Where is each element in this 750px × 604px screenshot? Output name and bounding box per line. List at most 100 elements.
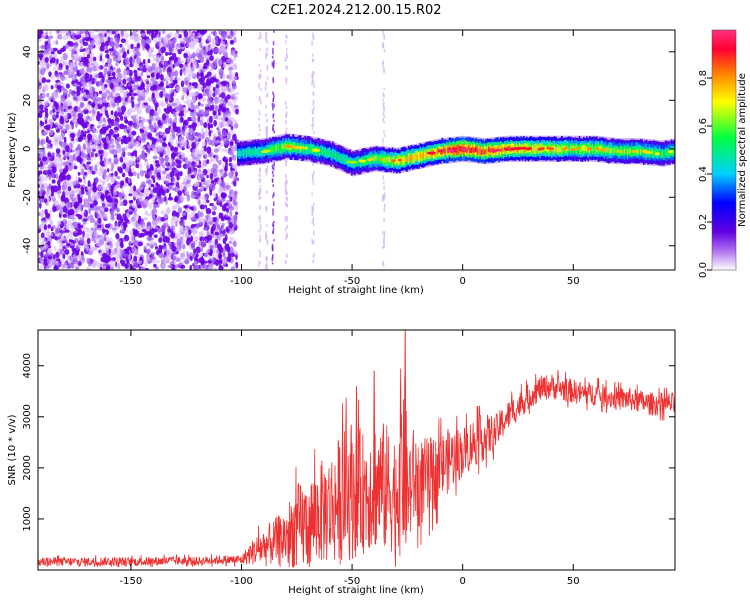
heatmap-noise-cell [112,195,115,203]
heatmap-noise-cell [221,106,227,113]
heatmap-noise-cell [104,107,109,111]
heatmap-noise-cell [87,233,90,238]
heatmap-noise-cell [44,177,48,181]
heatmap-noise-cell [220,31,225,38]
heatmap-streak-cell [285,187,287,190]
heatmap-streak-cell [259,128,261,132]
heatmap-noise-cell [69,156,73,160]
heatmap-streak-cell [259,97,261,100]
heatmap-noise-cell [176,257,181,262]
heatmap-noise-cell [80,190,85,195]
heatmap-noise-cell [218,68,224,76]
heatmap-noise-cell [110,212,115,220]
heatmap-noise-cell [60,259,65,263]
heatmap-noise-cell [155,62,159,66]
heatmap-streak-cell [286,216,289,221]
heatmap-noise-cell [160,46,166,54]
heatmap-noise-cell [165,75,170,82]
heatmap-noise-cell [172,52,177,59]
heatmap-streak-cell [258,215,260,220]
heatmap-streak-cell [266,76,269,81]
heatmap-noise-cell [171,176,176,182]
heatmap-noise-cell [170,145,174,151]
heatmap-streak-cell [258,85,260,89]
heatmap-noise-cell [97,138,101,145]
heatmap-streak-cell [266,52,269,56]
heatmap-noise-cell [124,118,129,124]
heatmap-noise-cell [87,133,92,141]
heatmap-streak-cell [260,196,262,199]
heatmap-noise-cell [229,56,232,60]
heatmap-noise-cell [148,171,153,177]
heatmap-noise-cell [172,254,177,261]
heatmap-noise-cell [153,234,158,238]
heatmap-noise-cell [89,247,95,253]
heatmap-streak-cell [312,91,314,95]
heatmap-noise-cell [95,176,99,184]
heatmap-streak-cell [382,175,384,180]
heatmap-noise-cell [62,181,68,188]
heatmap-noise-cell [128,177,131,184]
heatmap-noise-cell [62,213,68,218]
heatmap-noise-cell [193,183,198,187]
heatmap-noise-cell [115,69,122,74]
heatmap-noise-cell [148,202,153,209]
heatmap-noise-cell [144,131,148,136]
heatmap-streak-cell [258,123,261,128]
heatmap-noise-cell [152,155,158,160]
heatmap-noise-cell [85,138,88,144]
heatmap-noise-cell [104,40,110,47]
heatmap-noise-cell [212,112,216,116]
heatmap-noise-cell [68,32,71,40]
heatmap-noise-cell [179,222,183,227]
heatmap-noise-cell [231,147,236,154]
heatmap-streak-cell [265,94,268,98]
heatmap-noise-cell [171,76,176,81]
heatmap-noise-cell [232,97,237,104]
heatmap-noise-cell [184,207,191,214]
heatmap-noise-cell [48,35,54,39]
heatmap-noise-cell [137,51,141,57]
heatmap-streak-cell [286,191,288,196]
heatmap-noise-cell [39,100,44,106]
heatmap-noise-cell [202,200,207,205]
heatmap-noise-cell [91,193,95,200]
heatmap-noise-cell [160,102,166,108]
heatmap-noise-cell [232,84,237,90]
heatmap-noise-cell [206,50,211,56]
heatmap-noise-cell [80,151,84,157]
heatmap-noise-cell [190,243,196,251]
heatmap-noise-cell [149,136,155,141]
heatmap-streak-cell [312,219,314,224]
heatmap-noise-cell [230,72,235,80]
heatmap-noise-cell [39,202,42,209]
heatmap-noise-cell [113,159,119,165]
heatmap-noise-cell [225,52,228,59]
heatmap-noise-cell [203,51,208,55]
heatmap-noise-cell [183,226,189,234]
heatmap-streak-cell [285,236,287,241]
heatmap-noise-cell [214,30,217,38]
heatmap-streak-cell [259,219,261,224]
heatmap-noise-cell [59,208,64,215]
heatmap-noise-cell [72,73,76,78]
heatmap-noise-cell [183,52,188,59]
heatmap-noise-cell [199,236,203,241]
heatmap-noise-cell [214,58,218,66]
heatmap-noise-cell [43,52,49,58]
heatmap-noise-cell [84,130,87,134]
heatmap-noise-cell [162,149,167,156]
heatmap-streak-cell [260,74,262,78]
heatmap-streak-cell [265,235,267,240]
heatmap-noise-cell [116,101,119,107]
heatmap-noise-cell [183,260,190,264]
heatmap-noise-cell [200,84,204,91]
heatmap-noise-cell [81,259,85,265]
heatmap-streak-cell [264,86,267,91]
heatmap-noise-cell [87,142,90,147]
heatmap-noise-cell [131,100,135,109]
heatmap-noise-cell [230,105,235,109]
heatmap-streak-cell [258,168,261,173]
heatmap-streak-cell [272,222,274,227]
heatmap-noise-cell [230,141,234,146]
